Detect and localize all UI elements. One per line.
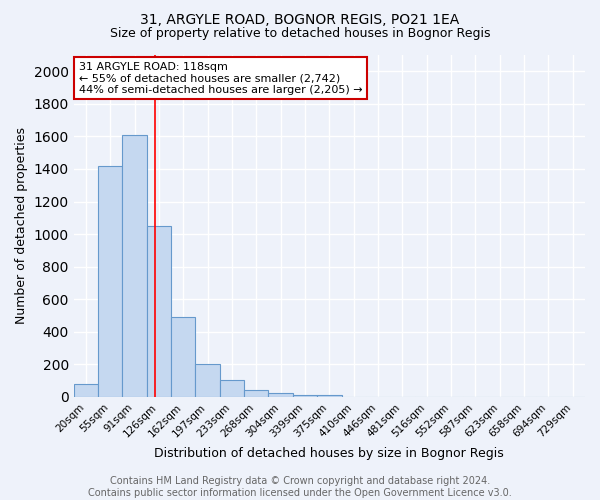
Bar	[147, 226, 171, 397]
Bar	[268, 393, 293, 397]
Bar	[196, 364, 220, 397]
Text: Contains HM Land Registry data © Crown copyright and database right 2024.
Contai: Contains HM Land Registry data © Crown c…	[88, 476, 512, 498]
Text: Size of property relative to detached houses in Bognor Regis: Size of property relative to detached ho…	[110, 28, 490, 40]
Y-axis label: Number of detached properties: Number of detached properties	[15, 128, 28, 324]
Bar	[317, 396, 341, 397]
Bar	[171, 317, 196, 397]
X-axis label: Distribution of detached houses by size in Bognor Regis: Distribution of detached houses by size …	[154, 447, 504, 460]
Bar	[220, 380, 244, 397]
Bar	[74, 384, 98, 397]
Text: 31 ARGYLE ROAD: 118sqm
← 55% of detached houses are smaller (2,742)
44% of semi-: 31 ARGYLE ROAD: 118sqm ← 55% of detached…	[79, 62, 362, 95]
Text: 31, ARGYLE ROAD, BOGNOR REGIS, PO21 1EA: 31, ARGYLE ROAD, BOGNOR REGIS, PO21 1EA	[140, 12, 460, 26]
Bar	[98, 166, 122, 397]
Bar	[293, 394, 317, 397]
Bar	[122, 135, 147, 397]
Bar	[244, 390, 268, 397]
